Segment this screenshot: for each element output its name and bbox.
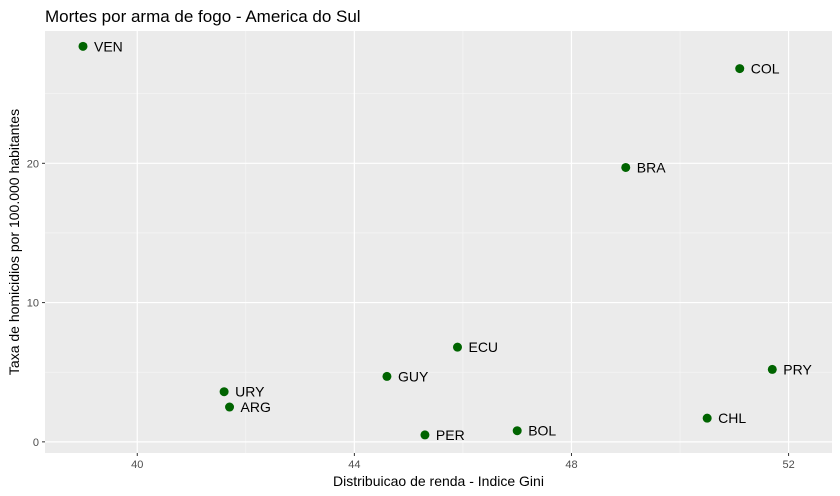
minor-gridlines bbox=[45, 31, 832, 453]
x-tick-label: 52 bbox=[782, 459, 794, 471]
data-point-ven bbox=[78, 41, 88, 51]
x-tick-label: 48 bbox=[565, 459, 577, 471]
data-point-bol bbox=[512, 426, 522, 436]
data-point-arg bbox=[225, 402, 235, 412]
chart-title: Mortes por arma de fogo - America do Sul bbox=[45, 7, 361, 26]
data-point-guy bbox=[382, 371, 392, 381]
data-point-per bbox=[420, 430, 430, 440]
data-point-chl bbox=[702, 413, 712, 423]
x-tick-label: 40 bbox=[131, 459, 143, 471]
point-label-chl: CHL bbox=[718, 410, 746, 426]
y-axis-title: Taxa de homicidios por 100.000 habitante… bbox=[6, 109, 22, 375]
data-point-ury bbox=[219, 387, 229, 397]
point-label-bra: BRA bbox=[637, 159, 666, 175]
x-tick-label: 44 bbox=[348, 459, 360, 471]
major-gridlines bbox=[45, 31, 832, 453]
data-point-pry bbox=[767, 364, 777, 374]
point-label-ury: URY bbox=[235, 384, 265, 400]
data-point-ecu bbox=[452, 342, 462, 352]
point-label-arg: ARG bbox=[241, 399, 271, 415]
data-point-bra bbox=[621, 162, 631, 172]
point-label-ecu: ECU bbox=[468, 339, 498, 355]
y-tick-label: 10 bbox=[27, 298, 39, 310]
point-label-per: PER bbox=[436, 427, 465, 443]
data-points bbox=[78, 41, 777, 440]
y-tick-label: 0 bbox=[33, 437, 39, 449]
point-label-guy: GUY bbox=[398, 368, 429, 384]
point-label-pry: PRY bbox=[783, 361, 812, 377]
data-point-col bbox=[735, 64, 745, 74]
point-label-bol: BOL bbox=[528, 423, 556, 439]
point-label-ven: VEN bbox=[94, 38, 123, 54]
plot-panel bbox=[45, 31, 832, 453]
axis-ticks: 40 44 48 52 0 10 20 bbox=[27, 158, 795, 471]
y-tick-label: 20 bbox=[27, 158, 39, 170]
point-label-col: COL bbox=[751, 61, 780, 77]
x-axis-title: Distribuicao de renda - Indice Gini bbox=[333, 473, 544, 489]
